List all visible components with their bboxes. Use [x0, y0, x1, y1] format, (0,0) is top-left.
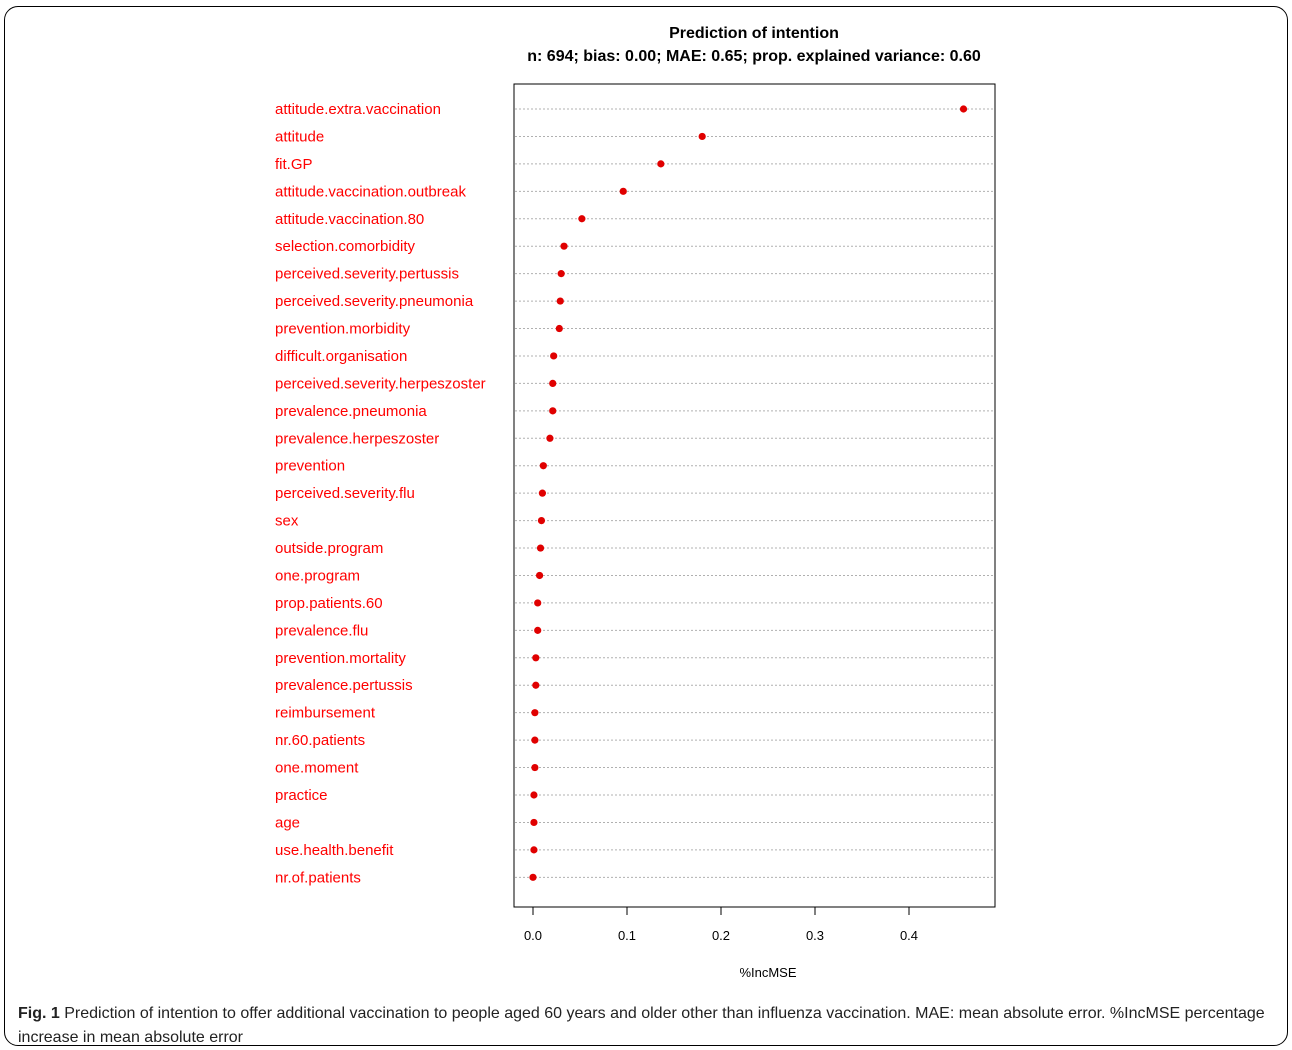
- data-point: [535, 571, 544, 580]
- data-point: [549, 407, 557, 415]
- variable-label: one.program: [275, 567, 360, 584]
- dot-chart: Prediction of intention n: 694; bias: 0.…: [275, 25, 996, 980]
- variable-label: selection.comorbidity: [275, 238, 416, 255]
- caption-text: Prediction of intention to offer additio…: [18, 1005, 1265, 1046]
- variable-label: reimbursement: [275, 705, 376, 722]
- variable-label: perceived.severity.pneumonia: [275, 293, 474, 310]
- variable-label: prevalence.herpeszoster: [275, 430, 439, 447]
- data-point: [534, 599, 542, 607]
- data-point: [531, 709, 539, 717]
- variable-label: nr.60.patients: [275, 732, 365, 749]
- x-tick-label: 0.1: [618, 928, 636, 943]
- data-point: [530, 791, 538, 799]
- data-point: [531, 736, 539, 744]
- data-point: [539, 462, 547, 470]
- grid-lines: [515, 108, 994, 878]
- figure-caption: Fig. 1 Prediction of intention to offer …: [18, 1002, 1276, 1050]
- variable-label: prevention.morbidity: [275, 321, 411, 338]
- chart-subtitle: n: 694; bias: 0.00; MAE: 0.65; prop. exp…: [527, 48, 981, 65]
- x-tick-label: 0.0: [524, 928, 542, 943]
- data-point: [537, 517, 546, 525]
- x-tick-label: 0.3: [806, 928, 824, 943]
- data-point: [560, 242, 568, 250]
- data-point: [532, 681, 540, 689]
- data-point: [698, 132, 706, 141]
- data-point: [534, 626, 542, 634]
- data-point: [532, 654, 540, 662]
- data-point: [529, 873, 537, 881]
- variable-label: prevention: [275, 458, 345, 475]
- data-point: [536, 544, 545, 552]
- variable-label: prop.patients.60: [275, 595, 383, 612]
- data-point: [556, 297, 564, 305]
- data-point: [557, 270, 565, 278]
- variable-label: outside.program: [275, 540, 383, 557]
- variable-label: perceived.severity.herpeszoster: [275, 375, 486, 392]
- data-point: [530, 846, 538, 854]
- caption-label: Fig. 1: [18, 1005, 60, 1022]
- data-point: [549, 379, 557, 387]
- variable-labels: attitude.extra.vaccination attitude fit.GP…: [275, 101, 486, 886]
- variable-label: one.moment: [275, 760, 359, 777]
- variable-label: fit.GP: [275, 156, 313, 173]
- variable-label: attitude.vaccination.80: [275, 211, 424, 228]
- data-point: [657, 160, 665, 168]
- data-point: [546, 434, 554, 442]
- variable-label: attitude.vaccination.outbreak: [275, 183, 466, 200]
- variable-label: perceived.severity.flu: [275, 485, 415, 502]
- plot-box: [513, 83, 996, 908]
- chart-title: Prediction of intention: [669, 25, 839, 42]
- x-axis: 0.0 0.1 0.2 0.3 0.4: [524, 906, 918, 943]
- data-point: [959, 105, 968, 113]
- data-point: [530, 818, 538, 827]
- variable-label: prevalence.pertussis: [275, 677, 413, 694]
- variable-label: sex: [275, 513, 299, 530]
- data-point: [531, 763, 539, 772]
- data-point: [555, 324, 563, 333]
- variable-label: attitude.extra.vaccination: [275, 101, 441, 118]
- figure-frame: [4, 6, 1288, 1046]
- variable-label: prevalence.pneumonia: [275, 403, 427, 420]
- variable-label: age: [275, 814, 300, 831]
- x-tick-label: 0.4: [900, 928, 918, 943]
- variable-label: prevention.mortality: [275, 650, 406, 667]
- variable-label: use.health.benefit: [275, 842, 394, 859]
- data-point: [619, 187, 627, 195]
- variable-label: perceived.severity.pertussis: [275, 266, 459, 283]
- x-axis-label: %IncMSE: [739, 965, 796, 980]
- variable-label: attitude: [275, 128, 324, 145]
- variable-label: prevalence.flu: [275, 622, 368, 639]
- x-tick-label: 0.2: [712, 928, 730, 943]
- data-point: [538, 489, 547, 497]
- data-point: [578, 215, 586, 223]
- data-point: [550, 352, 558, 360]
- variable-label: practice: [275, 787, 328, 804]
- data-points: [529, 105, 968, 881]
- variable-label: nr.of.patients: [275, 869, 361, 886]
- variable-label: difficult.organisation: [275, 348, 407, 365]
